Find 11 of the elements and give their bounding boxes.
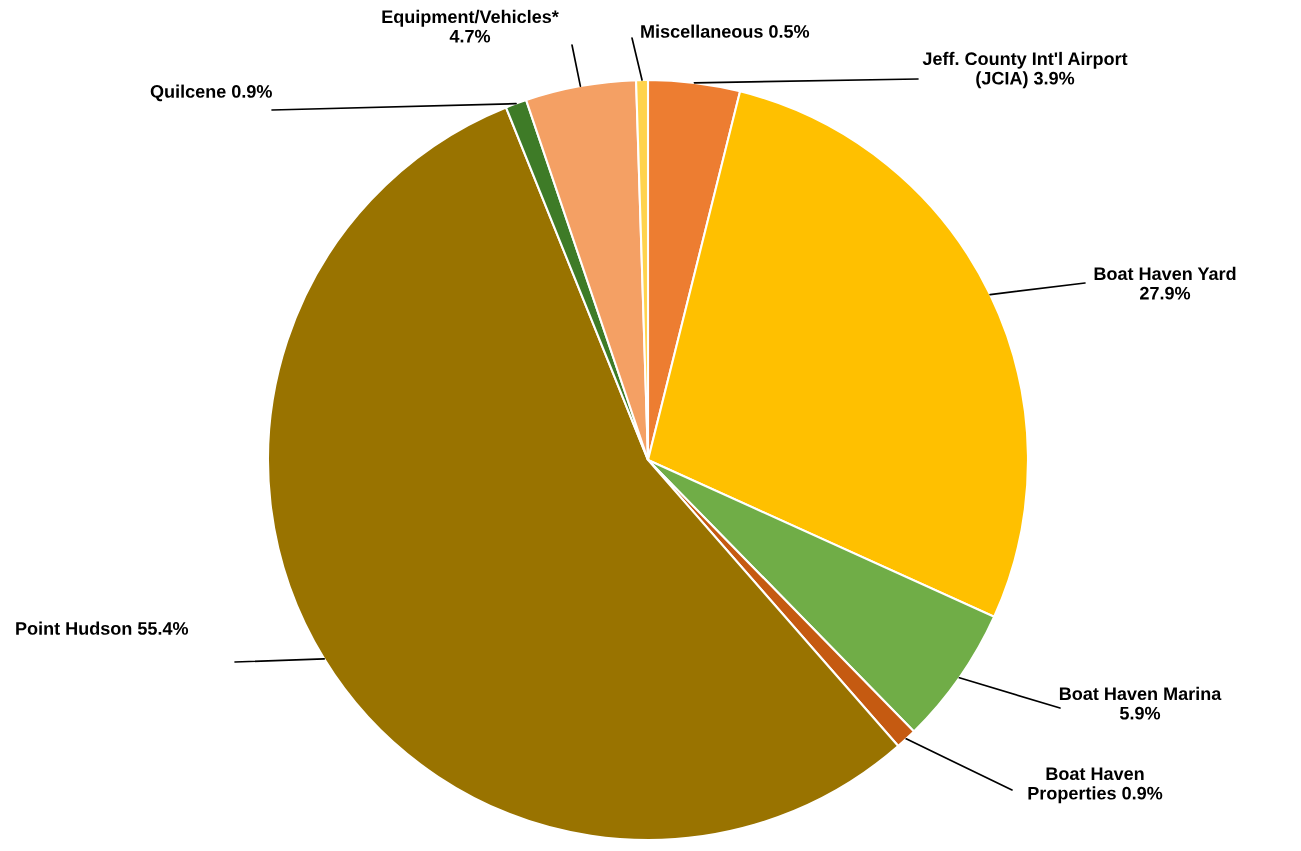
slice-label: Point Hudson 55.4%: [16, 621, 189, 635]
data-label: 4.7%: [449, 29, 491, 43]
slice-label: Equipment/Vehicles*: [382, 9, 559, 27]
data-label: 5.9%: [1119, 706, 1161, 720]
slice-label: Boat Haven Yard: [1094, 266, 1236, 281]
slice-label: Quilcene 0.9%: [150, 84, 272, 102]
slice-label: Boat Haven Marina: [1059, 686, 1222, 701]
slice-label: Boat Haven Properties 0.9%: [1028, 767, 1163, 804]
slice-label: Miscellaneous 0.5%: [641, 24, 810, 38]
slice-label: Jeff. County Int'l Airport (JCIA) 3.9%: [922, 51, 1128, 89]
data-label: 27.9%: [1140, 286, 1191, 300]
